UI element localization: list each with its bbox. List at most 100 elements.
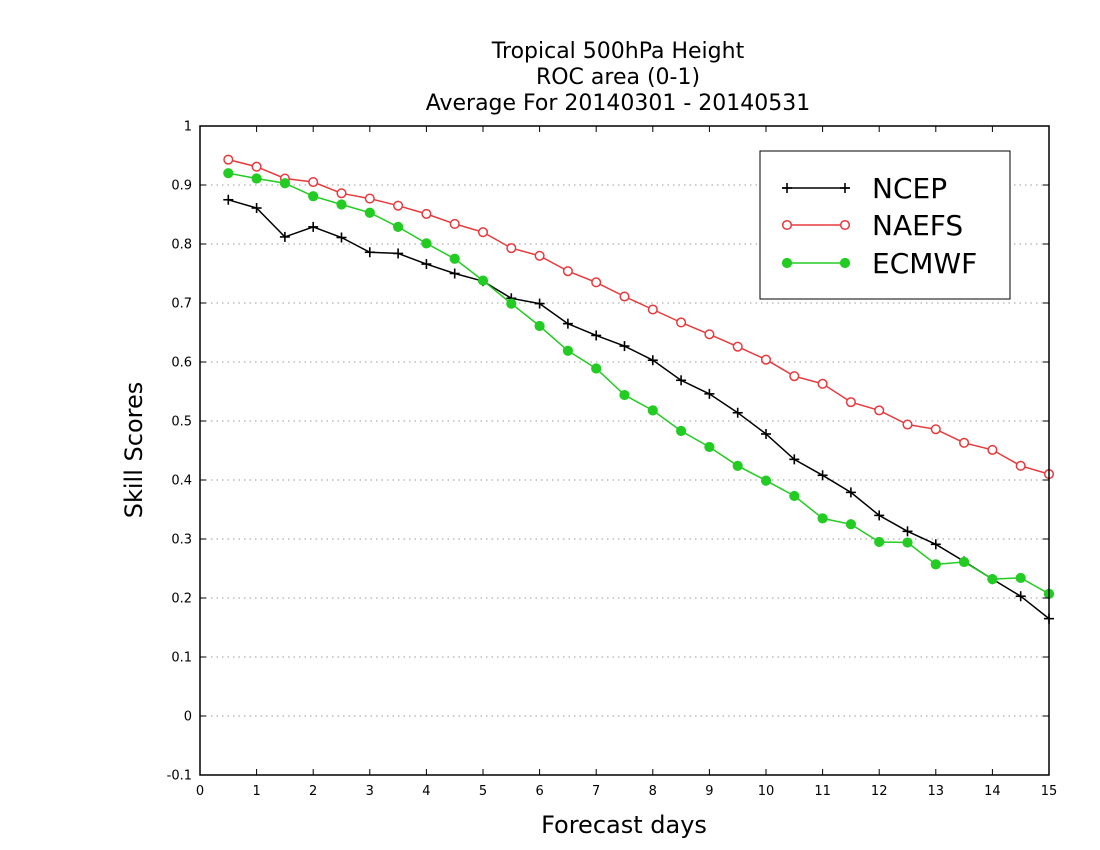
- data-point-ncep: [364, 247, 375, 258]
- data-point-ecmwf: [619, 389, 630, 401]
- data-point-ecmwf: [845, 519, 857, 530]
- data-point-ecmwf: [732, 460, 743, 471]
- y-tick-label: 0.7: [171, 297, 192, 312]
- data-point-ecmwf: [336, 199, 347, 210]
- y-axis-ticks: -0.1 0 0.1 0.2 0.3 0.4 0.5 0.6 0.7 0.8 0.9 1: [167, 120, 1049, 784]
- data-point-naefs: [902, 419, 913, 430]
- data-point-ncep: [308, 221, 319, 232]
- x-axis-label: Forecast days: [541, 811, 707, 839]
- data-point-ecmwf: [647, 405, 658, 416]
- data-point-naefs: [959, 437, 970, 448]
- y-tick-label: 0.9: [171, 179, 192, 194]
- data-point-naefs: [308, 177, 319, 188]
- data-point-naefs: [760, 354, 772, 365]
- data-point-ncep: [336, 232, 347, 243]
- data-point-naefs: [364, 193, 375, 204]
- data-point-ncep: [223, 194, 234, 205]
- data-point-naefs: [619, 291, 630, 302]
- data-point-ecmwf: [789, 490, 800, 502]
- x-tick-label: 7: [592, 784, 600, 799]
- data-point-ecmwf: [676, 425, 687, 437]
- legend: NCEP NAEFS ECMWF: [759, 150, 1011, 300]
- legend-marker-ecmwf: [781, 257, 793, 269]
- data-point-naefs: [647, 304, 658, 315]
- data-point-ncep: [421, 259, 432, 270]
- x-axis-ticks: 0 1 2 3 4 5 6 7 8 9 10 11 12 13 14 15: [196, 126, 1057, 799]
- y-tick-label: 0.8: [171, 238, 192, 253]
- x-tick-label: 10: [758, 784, 775, 799]
- data-point-ncep: [902, 526, 913, 537]
- chart-title: Tropical 500hPa Height ROC area (0-1) Av…: [426, 39, 811, 116]
- data-point-naefs: [930, 424, 941, 435]
- data-point-naefs: [421, 208, 432, 219]
- data-point-ecmwf: [902, 537, 913, 548]
- data-point-ncep: [251, 203, 262, 214]
- data-point-ncep: [647, 355, 658, 366]
- data-point-ncep: [562, 318, 573, 329]
- data-point-ecmwf: [251, 173, 262, 184]
- y-tick-label: 1: [184, 120, 192, 135]
- legend-marker-ncep: [840, 183, 850, 193]
- y-tick-label: 0.6: [171, 356, 192, 371]
- data-point-ncep: [845, 487, 856, 498]
- x-tick-label: 8: [649, 784, 657, 799]
- data-point-naefs: [789, 371, 800, 382]
- data-point-naefs: [1015, 460, 1026, 471]
- data-point-ecmwf: [506, 298, 517, 309]
- data-point-ncep: [930, 539, 941, 550]
- data-point-ecmwf: [421, 238, 432, 249]
- y-tick-label: -0.1: [167, 769, 192, 784]
- legend-label-ncep: NCEP: [872, 172, 947, 205]
- y-tick-label: 0.5: [171, 415, 192, 430]
- y-tick-label: 0.2: [171, 592, 192, 607]
- data-point-naefs: [251, 161, 262, 172]
- data-point-ncep: [789, 454, 800, 465]
- title-line-3: Average For 20140301 - 20140531: [426, 91, 811, 116]
- series-naefs: [223, 154, 1055, 480]
- legend-label-ecmwf: ECMWF: [872, 247, 977, 280]
- data-point-naefs: [506, 243, 517, 254]
- data-point-naefs: [393, 200, 404, 211]
- x-tick-label: 3: [366, 784, 374, 799]
- data-point-naefs: [817, 378, 828, 389]
- data-point-ecmwf: [364, 207, 375, 218]
- data-point-ecmwf: [959, 556, 970, 568]
- data-point-ecmwf: [987, 574, 998, 585]
- x-tick-label: 13: [928, 784, 945, 799]
- data-point-naefs: [987, 444, 998, 455]
- title-line-2: ROC area (0-1): [536, 65, 700, 90]
- data-point-naefs: [732, 341, 743, 352]
- series-line-ncep: [228, 199, 1050, 620]
- data-point-ncep: [676, 375, 687, 386]
- data-point-ecmwf: [223, 168, 234, 179]
- data-point-ecmwf: [308, 191, 319, 202]
- data-point-naefs: [562, 266, 573, 277]
- x-tick-label: 14: [984, 784, 1001, 799]
- data-point-ncep: [534, 298, 545, 309]
- data-point-ncep: [1015, 591, 1026, 602]
- data-point-ncep: [591, 330, 602, 341]
- data-point-naefs: [591, 277, 602, 288]
- data-point-ncep: [732, 407, 743, 418]
- data-point-ecmwf: [591, 363, 602, 374]
- data-point-ncep: [393, 248, 404, 259]
- data-point-ecmwf: [393, 221, 404, 232]
- data-point-naefs: [704, 329, 715, 340]
- legend-box: [759, 150, 1011, 300]
- x-tick-label: 11: [814, 784, 831, 799]
- legend-marker-naefs: [781, 219, 793, 231]
- x-tick-label: 9: [705, 784, 713, 799]
- data-point-ncep: [761, 428, 771, 439]
- data-point-ecmwf: [534, 320, 545, 332]
- x-tick-label: 4: [422, 784, 430, 799]
- plot-frame: [199, 125, 1050, 776]
- data-point-ecmwf: [930, 559, 941, 570]
- legend-marker-naefs: [839, 219, 851, 231]
- series-layer: [223, 154, 1055, 624]
- data-point-naefs: [874, 405, 885, 416]
- data-point-ncep: [449, 268, 460, 279]
- legend-item-naefs: NAEFS: [781, 209, 963, 242]
- data-point-ncep: [704, 388, 715, 399]
- data-point-naefs: [336, 188, 347, 199]
